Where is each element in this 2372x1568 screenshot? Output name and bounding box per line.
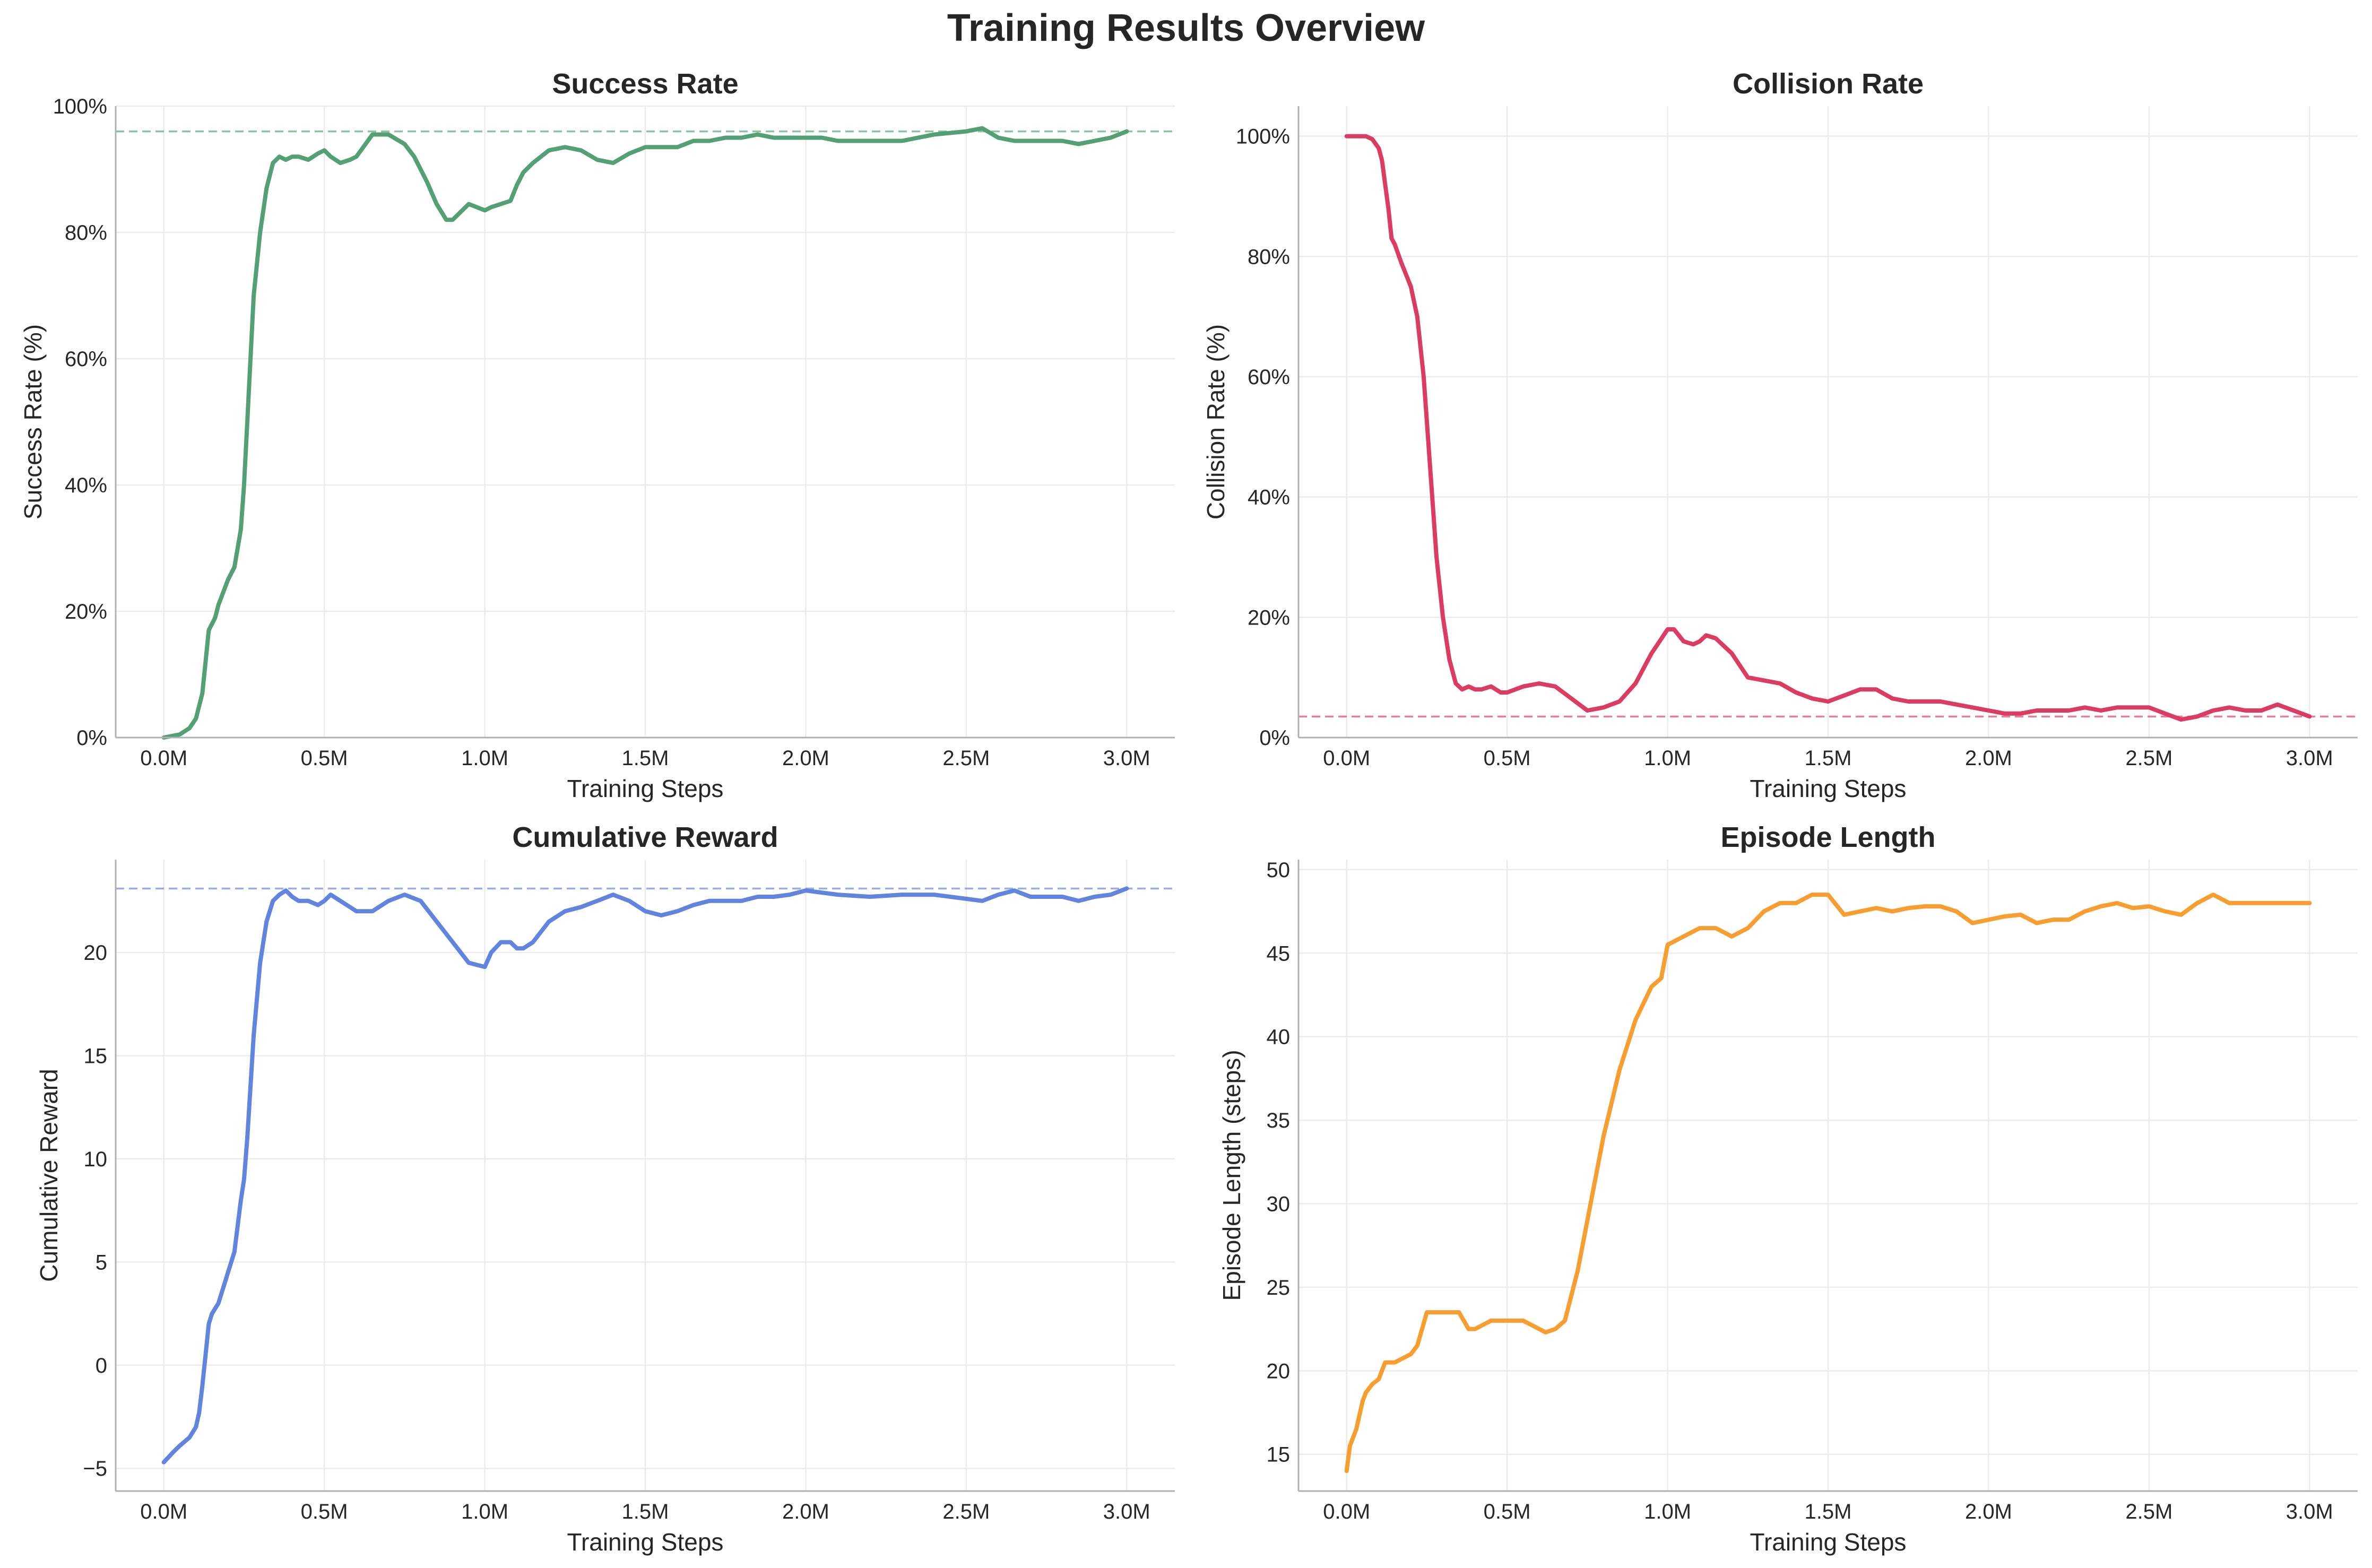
x-tick-label: 2.0M [782,1500,829,1523]
x-tick-label: 2.0M [1965,1500,2012,1523]
x-tick-label: 2.5M [2125,1500,2172,1523]
y-tick-label: 5 [96,1251,107,1274]
y-tick-label: 35 [1267,1109,1291,1132]
x-tick-label: 1.5M [1805,1500,1852,1523]
y-axis-label: Success Rate (%) [19,324,47,519]
y-tick-label: 15 [84,1044,108,1068]
y-axis-label: Collision Rate (%) [1202,324,1230,519]
chart-title: Collision Rate [1733,68,1924,100]
y-tick-label: 20 [84,941,108,965]
y-tick-label: 10 [84,1148,108,1171]
y-axis-label: Cumulative Reward [35,1069,63,1281]
x-tick-label: 1.5M [1805,747,1852,770]
x-tick-label: 0.0M [1323,1500,1370,1523]
x-tick-label: 0.5M [301,1500,348,1523]
y-tick-label: 60% [65,348,107,371]
y-tick-label: 50 [1267,859,1291,882]
y-tick-label: 0% [76,726,107,750]
x-axis-label: Training Steps [1750,1528,1907,1556]
y-tick-label: −5 [83,1457,107,1480]
x-tick-label: 3.0M [2286,1500,2333,1523]
chart-title: Cumulative Reward [512,821,778,853]
y-tick-label: 25 [1267,1276,1291,1300]
x-tick-label: 3.0M [2286,747,2333,770]
figure-title: Training Results Overview [947,7,1425,49]
x-tick-label: 0.0M [1323,747,1370,770]
series-line [1344,893,2312,1474]
x-axis-label: Training Steps [1750,775,1907,802]
x-tick-label: 3.0M [1103,1500,1150,1523]
y-tick-label: 40% [1248,486,1290,509]
x-axis-label: Training Steps [567,1528,724,1556]
x-tick-label: 2.5M [2125,747,2172,770]
x-axis-label: Training Steps [567,775,724,802]
x-tick-label: 1.0M [1644,747,1691,770]
y-tick-label: 20% [65,600,107,623]
y-tick-label: 20% [1248,606,1290,629]
series-line [161,886,1129,1465]
x-tick-label: 0.0M [140,1500,187,1523]
x-tick-label: 0.0M [140,747,187,770]
y-tick-label: 40% [65,474,107,497]
y-tick-label: 0 [96,1354,107,1378]
x-tick-label: 2.0M [782,747,829,770]
x-tick-label: 1.5M [622,1500,669,1523]
y-tick-label: 0% [1259,726,1290,750]
chart-title: Episode Length [1721,821,1936,853]
y-tick-label: 40 [1267,1026,1291,1049]
y-tick-label: 15 [1267,1443,1291,1467]
x-tick-label: 0.5M [1484,747,1531,770]
y-tick-label: 100% [53,95,107,118]
y-tick-label: 80% [65,221,107,245]
series-line [1344,134,2312,722]
x-tick-label: 0.5M [301,747,348,770]
x-tick-label: 1.0M [461,747,508,770]
y-tick-label: 45 [1267,942,1291,965]
x-tick-label: 3.0M [1103,747,1150,770]
x-tick-label: 2.5M [942,1500,990,1523]
x-tick-label: 2.0M [1965,747,2012,770]
series-line [161,126,1129,740]
x-tick-label: 1.0M [461,1500,508,1523]
x-tick-label: 1.5M [622,747,669,770]
y-tick-label: 60% [1248,366,1290,389]
x-tick-label: 2.5M [942,747,990,770]
chart-title: Success Rate [552,68,738,100]
y-tick-label: 80% [1248,245,1290,268]
y-tick-label: 30 [1267,1193,1291,1216]
y-axis-label: Episode Length (steps) [1218,1050,1245,1301]
y-tick-label: 100% [1236,125,1290,149]
y-tick-label: 20 [1267,1359,1291,1383]
x-tick-label: 1.0M [1644,1500,1691,1523]
x-tick-label: 0.5M [1484,1500,1531,1523]
